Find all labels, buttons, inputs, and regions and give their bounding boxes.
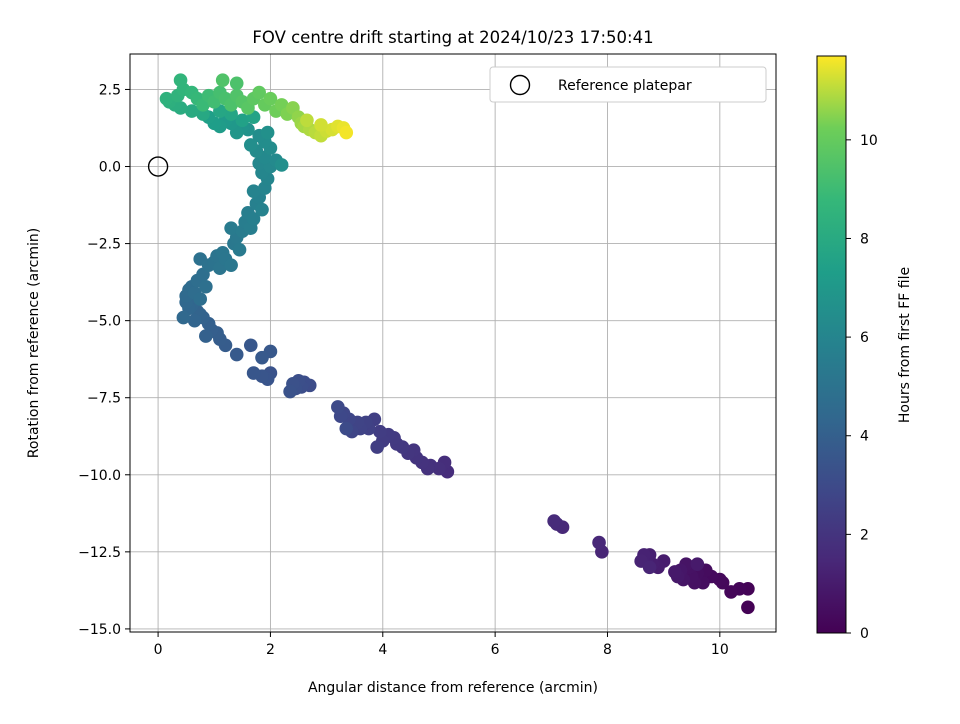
data-point <box>246 212 261 226</box>
y-axis-label: Rotation from reference (arcmin) <box>26 228 42 458</box>
data-point <box>260 125 275 140</box>
data-point <box>215 73 230 88</box>
plot-frame <box>129 53 777 633</box>
data-point <box>283 384 297 399</box>
data-point <box>300 113 314 128</box>
data-point <box>668 565 682 579</box>
colorbar-tick-label: 2 <box>860 527 869 543</box>
data-points <box>159 73 755 615</box>
x-tick-label: 10 <box>711 642 729 658</box>
chart-title: FOV centre drift starting at 2024/10/23 … <box>252 28 653 47</box>
colorbar-tick-label: 4 <box>860 429 869 445</box>
y-tick-label: −15.0 <box>78 622 121 638</box>
data-point <box>235 113 250 128</box>
data-point <box>547 514 561 528</box>
legend-box <box>489 66 767 103</box>
data-point <box>314 118 328 132</box>
data-point <box>199 279 213 294</box>
data-point <box>193 292 208 306</box>
legend-marker <box>509 74 531 96</box>
colorbar <box>816 55 847 634</box>
data-point <box>246 366 261 380</box>
data-point <box>229 347 244 362</box>
colorbar-tick-label: 6 <box>860 330 869 346</box>
data-point <box>224 221 238 235</box>
reference-marker <box>147 156 169 177</box>
colorbar-ticks: 0 2 4 6 8 10 <box>846 133 878 642</box>
data-point <box>339 421 354 436</box>
data-point <box>252 85 266 100</box>
data-point <box>370 440 384 454</box>
data-point <box>263 91 278 106</box>
y-tick-label: 0.0 <box>99 160 121 176</box>
y-tick-label: −10.0 <box>78 468 121 484</box>
data-point <box>373 424 387 439</box>
y-tick-label: 2.5 <box>99 82 121 98</box>
colorbar-label: Hours from first FF file <box>897 267 913 423</box>
data-point <box>724 585 738 599</box>
data-point <box>592 535 606 550</box>
data-point <box>339 125 354 140</box>
x-tick-label: 2 <box>266 642 275 658</box>
x-axis-label: Angular distance from reference (arcmin) <box>308 680 598 696</box>
y-axis-ticks: 2.5 0.0 −2.5 −5.0 −7.5 −10.0 −12.5 −15.0 <box>78 82 130 638</box>
grid <box>130 54 776 632</box>
data-point <box>173 73 188 88</box>
data-point <box>224 258 238 272</box>
data-point <box>255 202 269 217</box>
data-point <box>331 400 345 414</box>
legend: Reference platepar <box>489 66 767 103</box>
data-point <box>690 557 705 571</box>
data-point <box>741 600 755 615</box>
x-axis-ticks: 0 2 4 6 8 10 <box>154 632 729 658</box>
colorbar-tick-label: 10 <box>860 133 878 149</box>
y-tick-label: −2.5 <box>87 237 121 253</box>
data-point <box>184 104 199 118</box>
x-tick-label: 6 <box>491 642 500 658</box>
data-point <box>229 76 244 91</box>
y-tick-label: −7.5 <box>87 391 121 407</box>
data-point <box>243 138 258 152</box>
data-point <box>199 329 213 343</box>
data-point <box>176 310 191 325</box>
data-point <box>642 560 657 575</box>
x-tick-label: 8 <box>603 642 612 658</box>
data-point <box>159 91 174 106</box>
x-tick-label: 4 <box>378 642 387 658</box>
colorbar-tick-label: 8 <box>860 231 869 247</box>
legend-label: Reference platepar <box>558 78 692 94</box>
data-point <box>274 158 289 172</box>
x-tick-label: 0 <box>154 642 163 658</box>
y-tick-label: −12.5 <box>78 545 121 561</box>
data-point <box>255 350 269 365</box>
data-point <box>232 242 247 257</box>
colorbar-tick-label: 0 <box>860 626 869 642</box>
data-point <box>187 313 202 328</box>
data-point <box>246 184 261 198</box>
data-point <box>243 338 258 353</box>
y-tick-label: −5.0 <box>87 314 121 330</box>
